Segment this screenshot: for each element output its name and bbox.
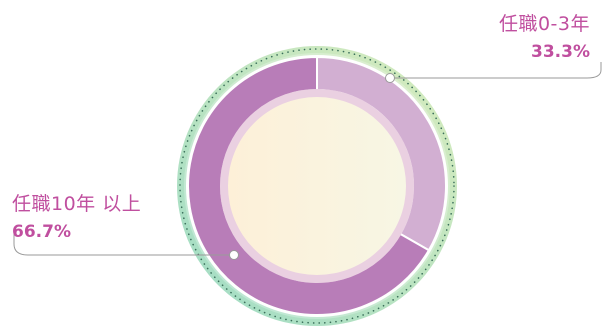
- leader-dot-0-3: [385, 73, 395, 83]
- slice-value-10: 66.7%: [12, 222, 71, 242]
- slice-label-10: 任職10年 以上: [12, 193, 141, 215]
- slice-value-0-3: 33.3%: [531, 42, 590, 62]
- leader-line-10: [13, 232, 234, 256]
- center-disc: [228, 97, 406, 275]
- leader-line-0-3: [390, 62, 602, 79]
- leader-dot-10: [229, 250, 239, 260]
- slice-label-0-3: 任職0-3年: [499, 13, 590, 35]
- outer-ring-dots: [179, 48, 455, 324]
